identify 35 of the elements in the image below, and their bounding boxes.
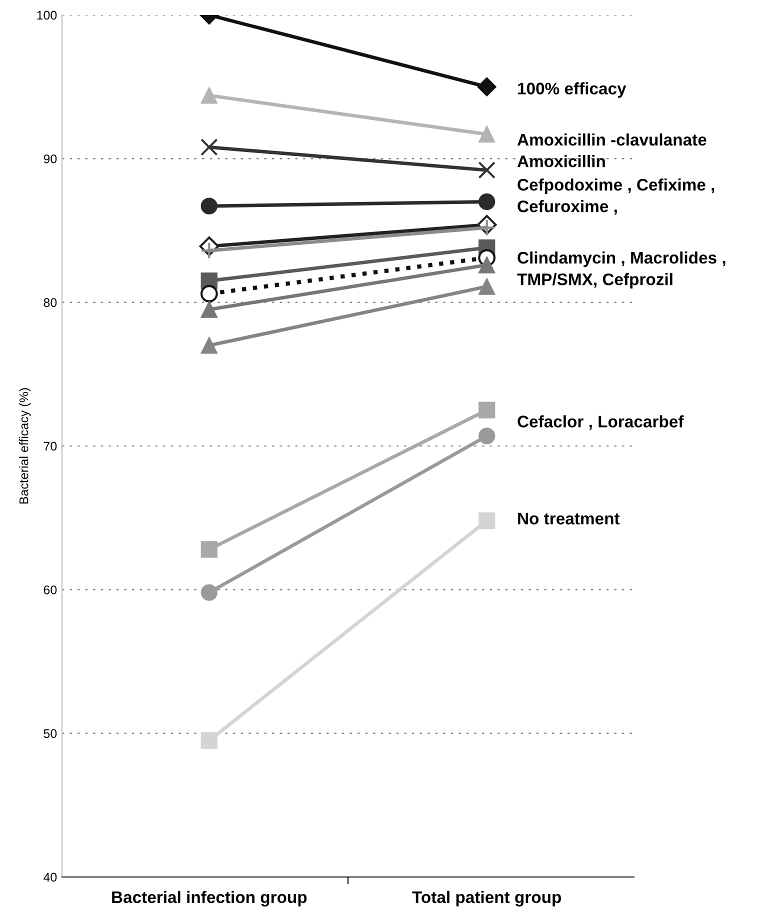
point — [200, 584, 218, 601]
annotation: Cefaclor , Loracarbef — [518, 415, 684, 430]
y-tick-label: 40 — [44, 872, 57, 882]
annotation: 100% efficacy — [518, 82, 626, 98]
point — [477, 77, 496, 96]
point — [200, 301, 218, 318]
point — [478, 278, 496, 295]
annotation: Clindamycin , Macrolides , TMP/SMX, Cefprozil — [517, 251, 726, 289]
point — [200, 198, 218, 214]
point — [200, 285, 218, 302]
y-tick-label: 100 — [37, 10, 57, 20]
y-tick-label: 90 — [44, 154, 57, 164]
annotation: No treatment — [518, 512, 620, 524]
point — [478, 193, 496, 210]
y-tick-label: 60 — [44, 585, 57, 594]
annotation: Cefpodoxime , Cefixime , Cefuroxime , — [518, 178, 714, 215]
point — [478, 428, 496, 444]
point — [478, 256, 496, 274]
point — [200, 541, 218, 558]
y-axis-title: Bacterial efficacy (%) — [19, 388, 31, 504]
point — [200, 242, 218, 260]
point — [478, 402, 496, 418]
point — [478, 161, 496, 179]
y-tick-label: 80 — [44, 298, 57, 307]
y-tick-label: 50 — [44, 729, 57, 738]
x-tick-label: Total patient group — [412, 890, 561, 906]
point — [200, 87, 218, 104]
y-tick-label: 70 — [44, 442, 57, 451]
point — [478, 512, 496, 530]
point — [200, 337, 218, 354]
x-tick-label: Bacterial infection group — [112, 890, 307, 906]
annotation: Amoxicillin -clavulanate Amoxicillin — [517, 133, 706, 168]
point — [200, 732, 218, 749]
point — [478, 126, 496, 143]
point — [200, 138, 218, 156]
